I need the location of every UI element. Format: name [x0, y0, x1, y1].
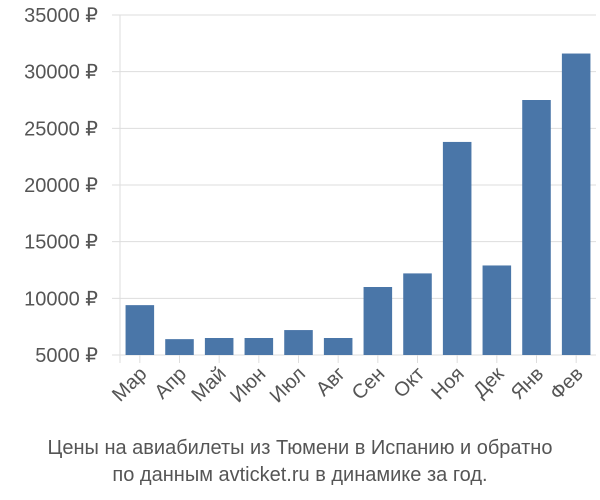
bar — [244, 338, 274, 355]
x-tick-label: Апр — [151, 363, 192, 404]
y-tick-label: 15000 ₽ — [24, 232, 98, 254]
chart-caption-line-2: по данным avticket.ru в динамике за год. — [112, 464, 487, 486]
grid-lines — [120, 14, 596, 356]
x-tick-label: Авг — [312, 363, 350, 401]
bar — [125, 305, 155, 355]
x-tick-label: Дек — [469, 363, 508, 402]
bar — [561, 53, 591, 356]
x-tick-label: Фев — [546, 363, 588, 405]
x-tick-label: Июн — [226, 363, 270, 407]
x-tick-label: Май — [187, 363, 230, 406]
y-tick-label: 25000 ₽ — [24, 118, 98, 140]
y-tick-label: 5000 ₽ — [35, 345, 98, 367]
bar — [323, 338, 353, 355]
y-tick-label: 20000 ₽ — [24, 175, 98, 197]
bar — [363, 287, 393, 355]
bar — [165, 339, 194, 355]
bar — [442, 141, 472, 355]
bar — [482, 265, 512, 355]
x-tick-label: Окт — [390, 363, 429, 402]
x-tick-label: Июл — [266, 363, 310, 407]
x-tick-label: Ноя — [427, 363, 468, 404]
y-tick-label: 35000 ₽ — [24, 5, 98, 27]
bar — [522, 100, 551, 355]
bar — [403, 273, 432, 355]
x-tick-label: Сен — [348, 363, 389, 404]
chart-caption-line-1: Цены на авиабилеты из Тюмени в Испанию и… — [48, 437, 553, 459]
y-tick-label: 10000 ₽ — [24, 288, 98, 310]
bar — [284, 330, 313, 355]
bar — [204, 338, 234, 355]
bars — [125, 53, 591, 356]
y-tick-label: 30000 ₽ — [24, 62, 98, 84]
y-axis-ticks: 5000 ₽ 10000 ₽ 15000 ₽ 20000 ₽ 25000 ₽ 30000 … — [24, 5, 120, 367]
x-tick-label: Янв — [507, 363, 548, 404]
x-tick-label: Мар — [108, 363, 151, 406]
